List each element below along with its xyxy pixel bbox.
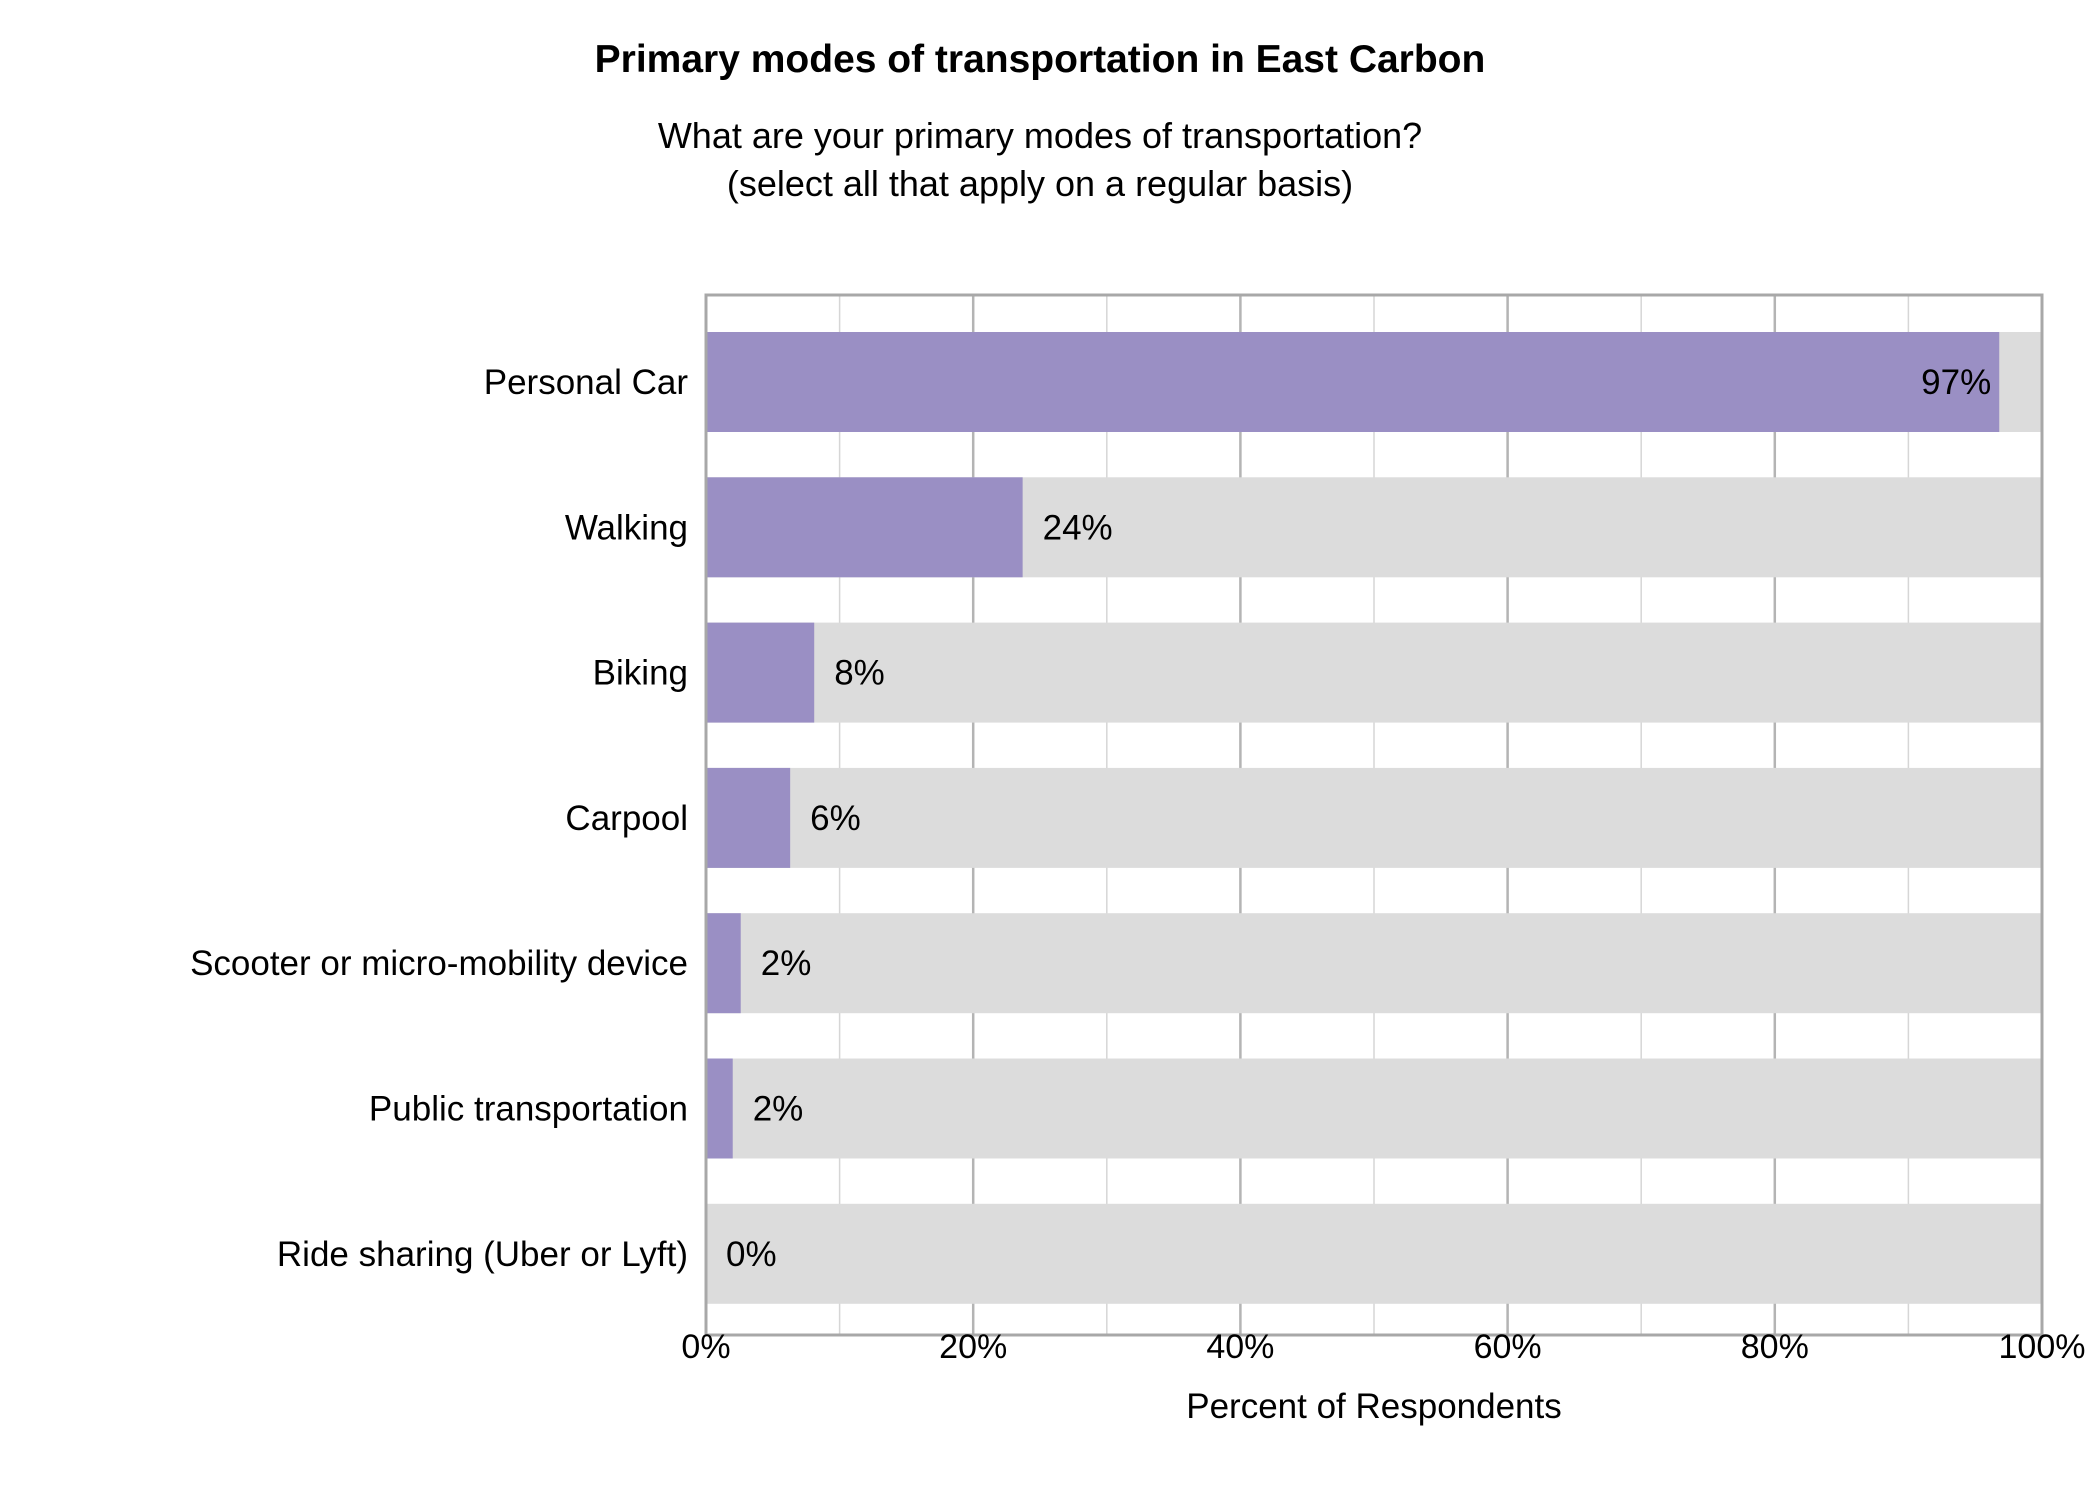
x-tick-label: 40% — [1206, 1328, 1274, 1366]
x-ticks: 0% 20% 40% 60% 80% 100% — [681, 1328, 2085, 1366]
x-tick-label: 100% — [1999, 1328, 2086, 1366]
bar — [706, 622, 815, 723]
background-bar — [706, 1058, 2042, 1159]
x-tick-label: 80% — [1741, 1328, 1809, 1366]
category-label: Scooter or micro-mobility device — [190, 944, 688, 983]
x-axis-label: Percent of Respondents — [1186, 1387, 1562, 1426]
plot-frame — [704, 293, 2044, 1337]
data-label: 97% — [1921, 363, 1991, 402]
x-tick-label: 60% — [1474, 1328, 1542, 1366]
x-tick-label: 0% — [681, 1328, 730, 1366]
background-bar — [706, 1203, 2042, 1304]
chart-subtitle-line-2: (select all that apply on a regular basi… — [727, 163, 1353, 204]
category-label: Walking — [565, 508, 688, 547]
data-label: 2% — [753, 1090, 804, 1129]
category-label: Biking — [593, 654, 688, 693]
x-tick-label: 20% — [939, 1328, 1007, 1366]
data-label: 0% — [726, 1235, 777, 1274]
data-label: 8% — [834, 654, 885, 693]
background-bar — [706, 767, 2042, 868]
chart-subtitle-line-1: What are your primary modes of transport… — [658, 115, 1422, 156]
category-label: Ride sharing (Uber or Lyft) — [277, 1235, 688, 1274]
bar — [706, 1058, 733, 1159]
category-label: Public transportation — [369, 1090, 688, 1129]
bar — [706, 913, 741, 1014]
data-label: 6% — [810, 799, 861, 838]
category-label: Carpool — [565, 799, 688, 838]
data-label: 2% — [761, 944, 812, 983]
labels: Personal Car 97% Walking 24% Biking 8% Carpool… — [190, 363, 1991, 1274]
chart-title: Primary modes of transportation in East … — [595, 38, 1486, 81]
category-label: Personal Car — [484, 363, 689, 402]
background-bar — [706, 622, 2042, 723]
bars — [706, 332, 2042, 1304]
bar — [706, 767, 791, 868]
bar — [706, 477, 1023, 578]
background-bar — [706, 913, 2042, 1014]
bar — [706, 332, 2000, 432]
data-label: 24% — [1043, 508, 1113, 547]
